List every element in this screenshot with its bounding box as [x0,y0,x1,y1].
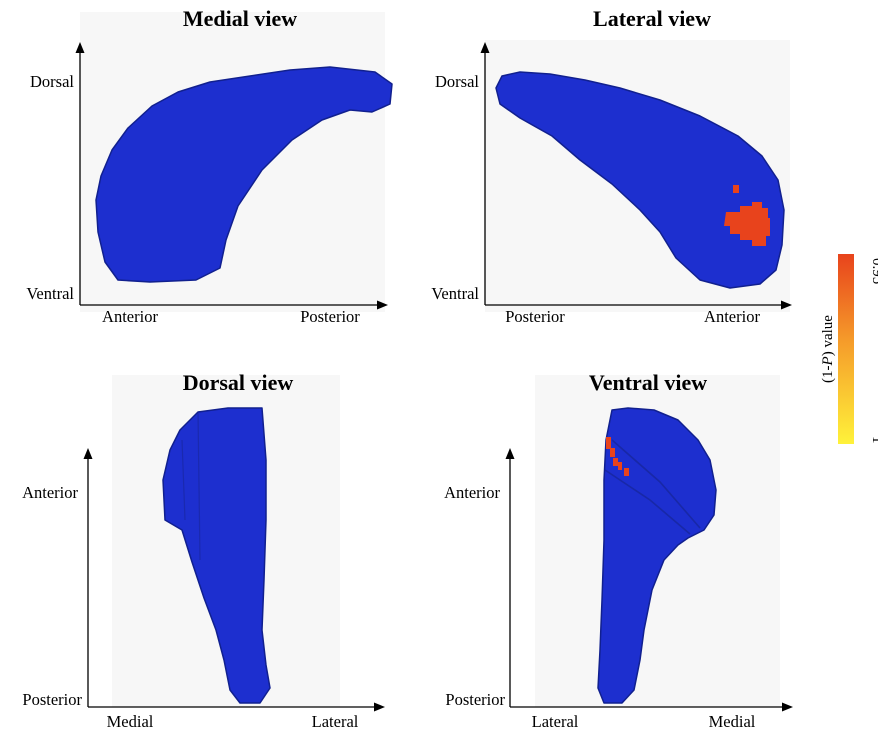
colorbar-tick-top: 0.95 [869,258,878,284]
panel-title: Lateral view [593,6,711,31]
y-axis-arrowhead [505,448,515,459]
significant-voxel [613,458,618,466]
y-axis-top-label: Dorsal [30,72,74,91]
significant-cluster [606,437,629,476]
dorsal-view-panel: Dorsal view Anterior Posterior Medial La… [22,370,385,731]
shape-contour-line [181,411,201,561]
significant-voxel [606,437,611,449]
x-axis-left-label: Medial [107,712,154,731]
colorbar-label-italic: P [820,356,836,366]
panel-title: Medial view [183,6,297,31]
x-axis-right-label: Posterior [300,307,360,326]
y-axis-arrowhead [480,42,490,53]
significant-voxel [618,462,622,470]
colorbar-gradient [838,254,854,444]
colorbar-tick-bottom: 1 [869,436,878,444]
panel-title: Dorsal view [183,370,294,395]
x-axis-left-label: Anterior [102,307,158,326]
lateral-view-panel: Lateral view Dorsal Ventral Posterior An… [431,6,792,326]
y-axis-bottom-label: Posterior [22,690,82,709]
x-axis-left-label: Posterior [505,307,565,326]
structure-shape [162,407,271,704]
significant-region-main [724,202,770,246]
x-axis-arrowhead [782,702,793,712]
y-axis-bottom-label: Ventral [26,284,74,303]
y-axis-bottom-label: Ventral [431,284,479,303]
shape-contour-line [604,439,701,535]
y-axis-bottom-label: Posterior [445,690,505,709]
colorbar-label-prefix: (1- [820,365,836,383]
significant-voxel [624,468,629,476]
x-axis-right-label: Anterior [704,307,760,326]
colorbar-label: (1-P) value [820,315,836,383]
y-axis-arrowhead [75,42,85,53]
significant-cluster [724,185,770,246]
x-axis-arrowhead [374,702,385,712]
structure-shape [95,66,393,283]
panel-title: Ventral view [589,370,707,395]
x-axis-right-label: Lateral [312,712,359,731]
y-axis-top-label: Anterior [444,483,500,502]
x-axis-left-label: Lateral [532,712,579,731]
x-axis-arrowhead [781,300,792,310]
ventral-view-panel: Ventral view Anterior Posterior Lateral … [444,370,793,731]
significant-voxel [610,448,615,457]
medial-view-panel: Medial view Dorsal Ventral Anterior Post… [26,6,393,326]
y-axis-top-label: Dorsal [435,72,479,91]
colorbar-label-suffix: ) value [820,315,836,357]
y-axis-top-label: Anterior [22,483,78,502]
significant-region-small [733,185,739,193]
structure-shape [495,71,785,289]
colorbar: 0.95 1 (1-P) value [820,254,878,444]
structure-shape [597,407,717,704]
y-axis-arrowhead [83,448,93,459]
x-axis-arrowhead [377,300,388,310]
x-axis-right-label: Medial [709,712,756,731]
